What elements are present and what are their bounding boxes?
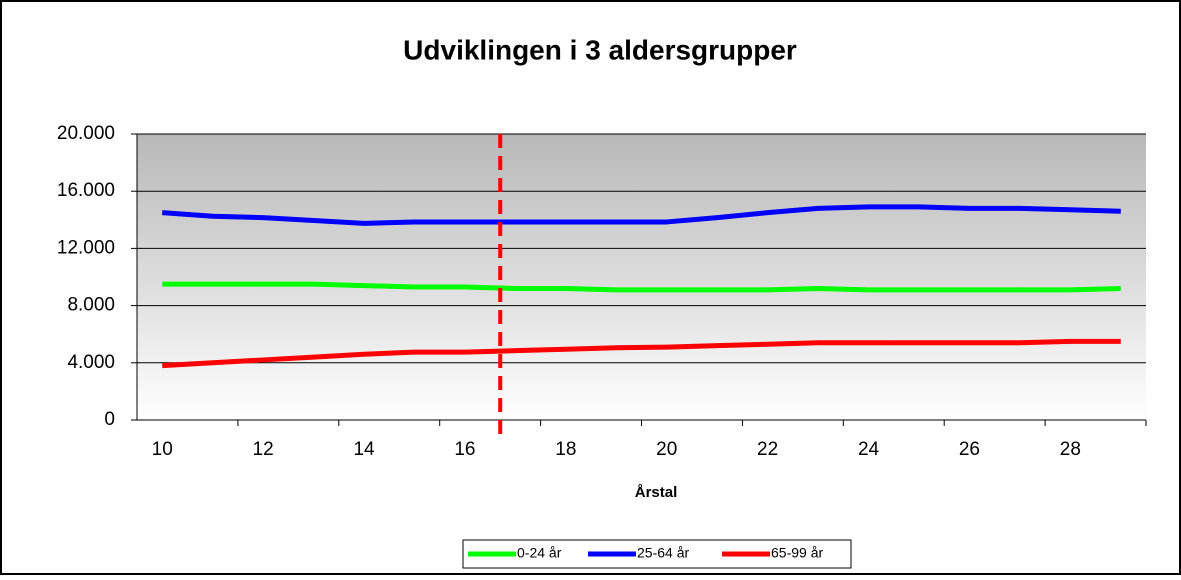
legend-label: 25-64 år [637, 545, 689, 561]
x-tick-label: 12 [253, 439, 274, 460]
x-tick-label: 24 [858, 439, 880, 460]
legend-label: 0-24 år [517, 545, 562, 561]
x-tick-label: 20 [656, 439, 677, 460]
series-line [162, 281, 1121, 293]
series-line [162, 338, 1121, 369]
series-line [162, 204, 1121, 226]
y-tick-label: 0 [104, 409, 115, 430]
x-tick-label: 22 [757, 439, 778, 460]
y-tick-label: 8.000 [67, 295, 115, 316]
x-tick-label: 10 [152, 439, 173, 460]
x-tick-label: 26 [959, 439, 980, 460]
legend-label: 65-99 år [771, 545, 823, 561]
x-tick-label: 14 [353, 439, 375, 460]
legend-box [462, 539, 852, 569]
y-tick-label: 20.000 [57, 123, 115, 144]
x-tick-label: 18 [555, 439, 576, 460]
x-tick-label: 28 [1060, 439, 1081, 460]
y-tick-label: 16.000 [57, 180, 115, 201]
plot-area [137, 134, 1146, 420]
y-tick-label: 12.000 [57, 237, 115, 258]
x-axis-title: Årstal [635, 484, 678, 501]
x-tick-label: 16 [454, 439, 475, 460]
chart-title: Udviklingen i 3 aldersgrupper [403, 34, 797, 65]
y-tick-label: 4.000 [67, 352, 115, 373]
